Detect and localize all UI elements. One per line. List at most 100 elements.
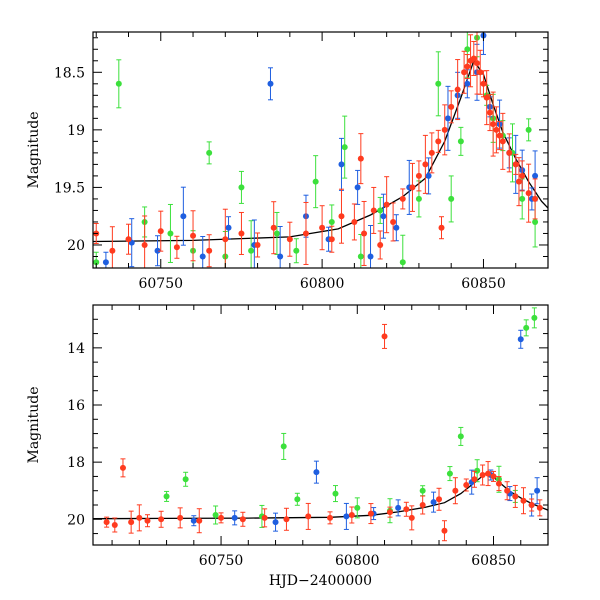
data-point — [461, 69, 468, 76]
data-point — [483, 94, 490, 101]
data-point — [273, 230, 280, 237]
data-point — [457, 138, 464, 145]
data-point — [377, 241, 384, 248]
data-point — [196, 517, 203, 524]
data-point — [525, 126, 532, 133]
data-point — [435, 80, 442, 87]
data-point — [212, 512, 219, 518]
data-point — [190, 232, 197, 239]
data-point — [381, 333, 388, 340]
data-point — [319, 224, 326, 231]
data-point — [479, 472, 486, 478]
data-point — [486, 109, 493, 116]
y-tick-label: 14 — [67, 341, 85, 357]
top-panel: 60750 60800 60850 18.5 19 19.5 20 Magnitude — [26, 31, 549, 292]
data-point — [446, 470, 453, 477]
data-point — [532, 172, 539, 179]
data-point — [225, 224, 232, 231]
data-point — [270, 224, 277, 231]
data-point — [328, 218, 335, 225]
data-point — [504, 487, 511, 494]
data-point — [463, 482, 470, 488]
data-point — [144, 517, 151, 524]
data-point — [154, 247, 161, 254]
data-point — [367, 510, 374, 517]
data-point — [395, 504, 402, 511]
data-point — [383, 201, 390, 208]
data-point — [495, 480, 502, 487]
data-point — [158, 516, 165, 523]
x-tick-label: 60800 — [335, 553, 380, 569]
data-point — [534, 487, 541, 494]
data-point — [377, 207, 384, 214]
data-point — [93, 259, 100, 266]
data-point — [351, 218, 358, 225]
data-point — [403, 506, 410, 513]
data-point — [519, 172, 526, 179]
y-tick-label: 18.5 — [54, 65, 85, 81]
data-point — [354, 184, 361, 191]
data-point — [367, 253, 374, 260]
y-tick-label: 19 — [67, 123, 85, 139]
data-point — [312, 178, 319, 185]
bottom-panel: 60750 60800 60850 14 16 18 20 Magnitude HJD−2400… — [26, 304, 549, 589]
data-point — [357, 253, 364, 260]
data-point — [523, 324, 530, 331]
data-point — [254, 241, 261, 248]
data-point — [425, 172, 432, 179]
data-point — [415, 195, 422, 202]
data-point — [327, 514, 334, 521]
data-point — [173, 244, 180, 251]
data-point — [305, 513, 312, 520]
data-point — [313, 469, 320, 476]
data-point — [190, 517, 197, 524]
y-tick-label: 19.5 — [54, 180, 85, 196]
data-point — [506, 149, 513, 156]
data-point — [163, 493, 170, 500]
plot-area — [93, 307, 548, 542]
data-point — [206, 247, 213, 254]
x-tick-label: 60750 — [199, 553, 244, 569]
data-point — [536, 504, 543, 511]
y-tick-label: 16 — [67, 398, 85, 414]
data-point — [280, 443, 287, 450]
data-point — [528, 502, 535, 508]
data-point — [485, 470, 492, 477]
data-point — [332, 490, 339, 497]
data-point — [525, 190, 532, 197]
data-point — [409, 184, 416, 191]
data-point — [532, 218, 539, 225]
data-point — [399, 259, 406, 266]
data-point — [357, 155, 364, 162]
data-point — [283, 516, 290, 523]
data-point — [182, 476, 189, 483]
data-point — [248, 247, 255, 254]
data-point — [348, 512, 355, 518]
data-point — [119, 464, 126, 471]
data-point — [206, 149, 213, 156]
series-green — [163, 307, 538, 528]
series-red — [103, 323, 543, 542]
data-point — [180, 213, 187, 220]
x-tick-label: 60850 — [461, 276, 506, 292]
data-point — [515, 178, 522, 185]
series-blue — [190, 329, 541, 532]
data-point — [512, 493, 519, 500]
data-point — [435, 138, 442, 145]
data-point — [454, 86, 461, 93]
data-point — [490, 121, 497, 128]
data-point — [136, 514, 143, 521]
series-red — [93, 32, 539, 268]
data-point — [239, 516, 246, 523]
data-point — [177, 514, 184, 521]
data-point — [341, 144, 348, 151]
data-point — [222, 236, 229, 243]
data-point — [294, 496, 301, 503]
y-tick-label: 18 — [67, 455, 85, 471]
x-tick-label: 60800 — [300, 276, 345, 292]
plot-frame — [92, 304, 549, 546]
data-point — [477, 69, 484, 76]
data-point — [448, 103, 455, 110]
data-point — [464, 46, 471, 53]
data-point — [499, 138, 506, 145]
